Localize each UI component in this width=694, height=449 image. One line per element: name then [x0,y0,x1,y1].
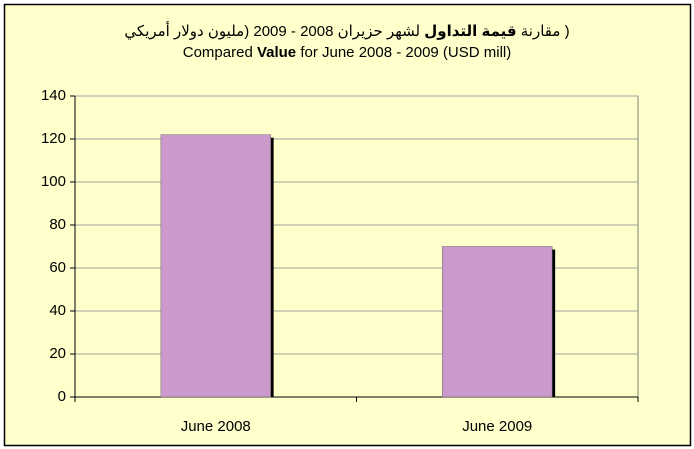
y-tick-label: 140 [41,87,66,104]
y-tick-label: 120 [41,130,66,147]
title-segment: قيمة التداول [424,23,517,40]
bar [442,246,553,398]
y-tick-label: 40 [49,302,66,319]
y-tick-label: 20 [49,345,66,362]
x-tick-label: June 2009 [462,418,532,435]
title-arabic: ( مقارنة قيمة التداول لشهر حزيران 2008 -… [0,22,694,40]
y-tick-label: 60 [49,259,66,276]
title-segment: ( مقارنة [516,23,570,40]
title-english: Compared Value for June 2008 - 2009 (USD… [0,44,694,61]
title-segment: Value [256,44,297,61]
title-segment: Compared [182,44,257,61]
bar [160,134,271,398]
title-segment: لشهر حزيران 2008 - 2009 (مليون دولار أمر… [124,23,425,40]
y-tick-label: 100 [41,173,66,190]
x-tick-label: June 2008 [181,418,251,435]
y-tick-label: 80 [49,216,66,233]
title-segment: for June 2008 - 2009 (USD mill) [296,44,512,61]
y-tick-label: 0 [58,388,66,405]
